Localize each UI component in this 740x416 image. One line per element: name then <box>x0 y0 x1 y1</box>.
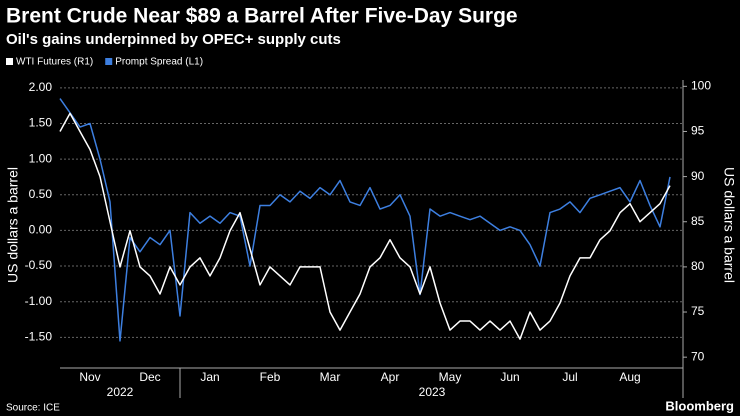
x-tick-label: Aug <box>619 370 640 384</box>
year-label: 2023 <box>419 385 446 399</box>
y-tick-label: -1.50 <box>25 330 53 344</box>
chart-subtitle: Oil's gains underpinned by OPEC+ supply … <box>6 31 341 48</box>
legend-label: WTI Futures (R1) <box>16 57 93 68</box>
x-tick-label: May <box>439 370 462 384</box>
x-tick-label: Mar <box>320 370 341 384</box>
legend-label: Prompt Spread (L1) <box>115 57 203 68</box>
y-tick-label: 1.00 <box>29 151 53 165</box>
series-line <box>59 112 671 340</box>
x-tick-label: Nov <box>79 370 100 384</box>
y2-tick-label: 70 <box>691 349 705 363</box>
y2-tick-label: 80 <box>691 259 705 273</box>
chart-title: Brent Crude Near $89 a Barrel After Five… <box>6 5 518 28</box>
x-tick-label: Apr <box>381 370 400 384</box>
series-line <box>59 98 671 342</box>
y2-tick-label: 95 <box>691 124 705 138</box>
y-tick-label: 0.00 <box>29 223 53 237</box>
legend-swatch <box>6 58 13 65</box>
year-label: 2022 <box>107 385 134 399</box>
y2-tick-label: 75 <box>691 304 705 318</box>
y2-tick-label: 85 <box>691 214 705 228</box>
y-tick-label: -1.00 <box>25 294 53 308</box>
x-tick-label: Dec <box>139 370 160 384</box>
y2-axis-label: US dollars a barrel <box>721 167 737 283</box>
x-tick-label: Jan <box>200 370 219 384</box>
brand: Bloomberg <box>665 398 734 413</box>
x-tick-label: Jul <box>562 370 577 384</box>
y-tick-label: 1.50 <box>29 116 53 130</box>
source: Source: ICE <box>6 403 60 414</box>
x-tick-label: Feb <box>260 370 281 384</box>
y2-tick-label: 100 <box>691 78 711 92</box>
y-tick-label: 0.50 <box>29 187 53 201</box>
y-tick-label: 2.00 <box>29 80 53 94</box>
y-axis-label: US dollars a barrel <box>5 167 21 283</box>
y2-tick-label: 90 <box>691 169 705 183</box>
y-tick-label: -0.50 <box>25 258 53 272</box>
legend-swatch <box>105 58 113 65</box>
x-tick-label: Jun <box>500 370 519 384</box>
